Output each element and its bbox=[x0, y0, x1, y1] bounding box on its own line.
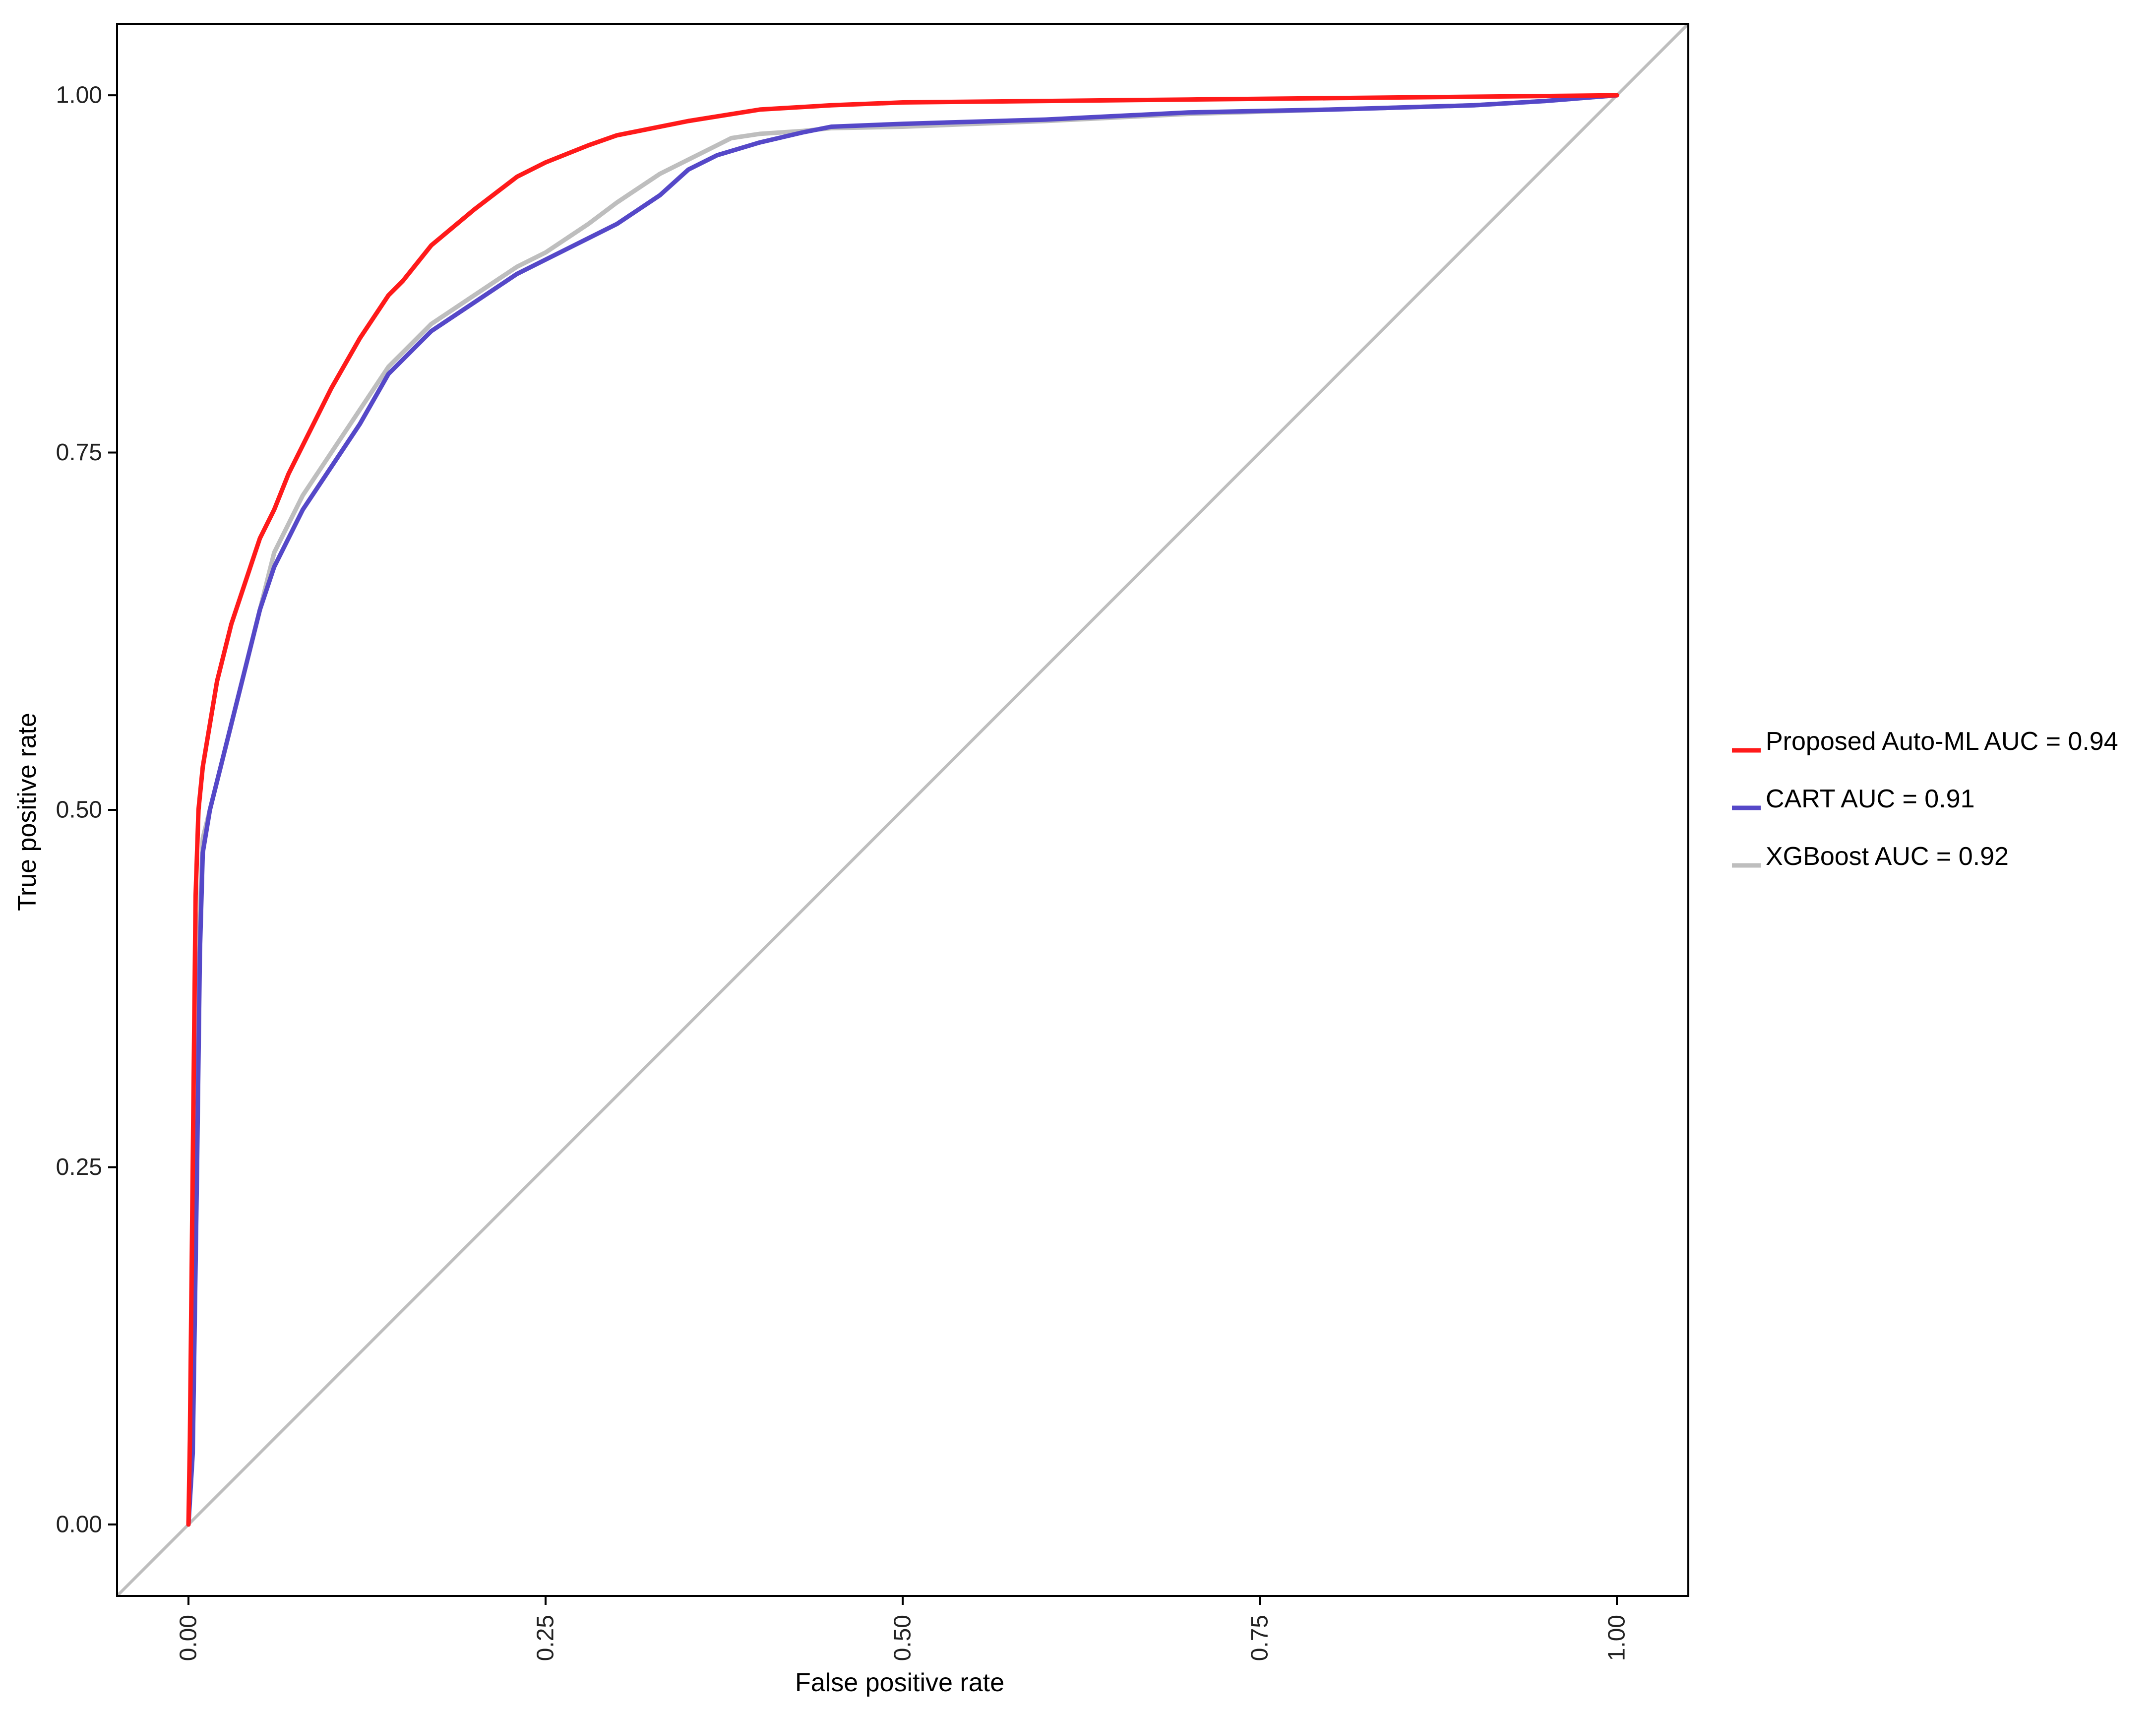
x-tick-label-1: 0.25 bbox=[533, 1615, 559, 1661]
legend-label-1: CART AUC = 0.91 bbox=[1766, 785, 1975, 813]
x-tick-label-0: 0.00 bbox=[176, 1615, 202, 1661]
series-line-2 bbox=[186, 93, 1619, 1527]
y-tick-label-4: 1.00 bbox=[56, 82, 102, 109]
y-tick-label-3: 0.75 bbox=[56, 439, 102, 466]
y-axis-label: True positive rate bbox=[13, 713, 42, 911]
legend-label-2: XGBoost AUC = 0.92 bbox=[1766, 842, 2009, 871]
x-tick-label-3: 0.75 bbox=[1247, 1615, 1273, 1661]
x-tick-label-4: 1.00 bbox=[1604, 1615, 1630, 1661]
y-tick-label-0: 0.00 bbox=[56, 1511, 102, 1537]
x-tick-label-2: 0.50 bbox=[890, 1615, 916, 1661]
y-tick-label-2: 0.50 bbox=[56, 797, 102, 823]
x-axis-label: False positive rate bbox=[795, 1668, 1004, 1697]
legend: Proposed Auto-ML AUC = 0.94 CART AUC = 0.… bbox=[1732, 727, 2118, 871]
legend-label-0: Proposed Auto-ML AUC = 0.94 bbox=[1766, 727, 2118, 756]
y-tick-label-1: 0.25 bbox=[56, 1154, 102, 1180]
reference-diagonal-line bbox=[117, 24, 1688, 1596]
series-line-1 bbox=[186, 93, 1619, 1527]
